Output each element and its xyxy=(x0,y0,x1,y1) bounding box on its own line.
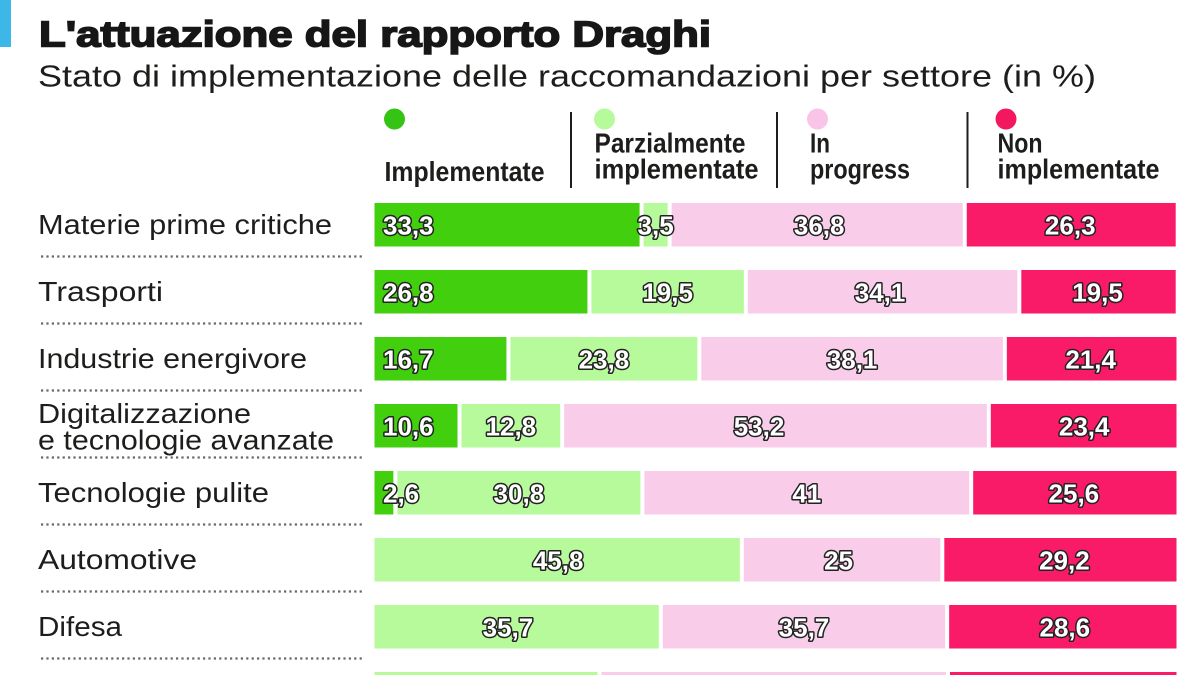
svg-text:30,8: 30,8 xyxy=(494,478,545,508)
svg-text:38,1: 38,1 xyxy=(827,344,878,374)
svg-text:10,6: 10,6 xyxy=(383,411,434,441)
svg-text:Stato di implementazione delle: Stato di implementazione delle raccomand… xyxy=(38,60,1096,94)
svg-text:Digitalizzazione: Digitalizzazione xyxy=(38,398,251,429)
svg-text:25,6: 25,6 xyxy=(1049,478,1100,508)
svg-text:progress: progress xyxy=(810,154,910,185)
svg-text:Trasporti: Trasporti xyxy=(38,276,163,307)
svg-text:16,7: 16,7 xyxy=(383,344,434,374)
svg-text:e tecnologie avanzate: e tecnologie avanzate xyxy=(38,424,334,455)
svg-text:Automotive: Automotive xyxy=(38,544,197,575)
svg-text:23,8: 23,8 xyxy=(579,344,630,374)
svg-text:19,5: 19,5 xyxy=(642,277,693,307)
svg-text:29,2: 29,2 xyxy=(1039,545,1090,575)
svg-text:Materie prime critiche: Materie prime critiche xyxy=(38,209,332,240)
svg-text:Parzialmente: Parzialmente xyxy=(595,128,746,159)
svg-text:23,4: 23,4 xyxy=(1059,411,1110,441)
svg-text:implementate: implementate xyxy=(998,154,1160,185)
svg-text:L'attuazione del rapporto Drag: L'attuazione del rapporto Draghi xyxy=(39,14,711,55)
svg-text:36,8: 36,8 xyxy=(794,210,845,240)
svg-text:3,5: 3,5 xyxy=(638,210,674,240)
svg-text:Tecnologie pulite: Tecnologie pulite xyxy=(38,477,269,508)
svg-text:Industrie energivore: Industrie energivore xyxy=(38,343,307,374)
svg-text:41: 41 xyxy=(792,478,821,508)
svg-text:19,5: 19,5 xyxy=(1072,277,1123,307)
svg-text:25: 25 xyxy=(824,545,853,575)
svg-text:33,3: 33,3 xyxy=(383,210,434,240)
svg-text:35,7: 35,7 xyxy=(483,612,534,642)
svg-text:28,6: 28,6 xyxy=(1040,612,1091,642)
svg-text:26,8: 26,8 xyxy=(383,277,434,307)
svg-text:2,6: 2,6 xyxy=(383,478,419,508)
svg-text:53,2: 53,2 xyxy=(734,411,785,441)
svg-text:In: In xyxy=(810,128,830,159)
svg-text:35,7: 35,7 xyxy=(779,612,830,642)
svg-text:Implementate: Implementate xyxy=(385,156,545,187)
svg-text:26,3: 26,3 xyxy=(1045,210,1096,240)
svg-text:34,1: 34,1 xyxy=(855,277,906,307)
svg-text:12,8: 12,8 xyxy=(486,411,537,441)
svg-text:21,4: 21,4 xyxy=(1065,344,1116,374)
svg-text:implementate: implementate xyxy=(595,154,759,185)
svg-text:45,8: 45,8 xyxy=(533,545,584,575)
svg-text:Difesa: Difesa xyxy=(38,611,122,642)
svg-text:Non: Non xyxy=(998,128,1043,159)
